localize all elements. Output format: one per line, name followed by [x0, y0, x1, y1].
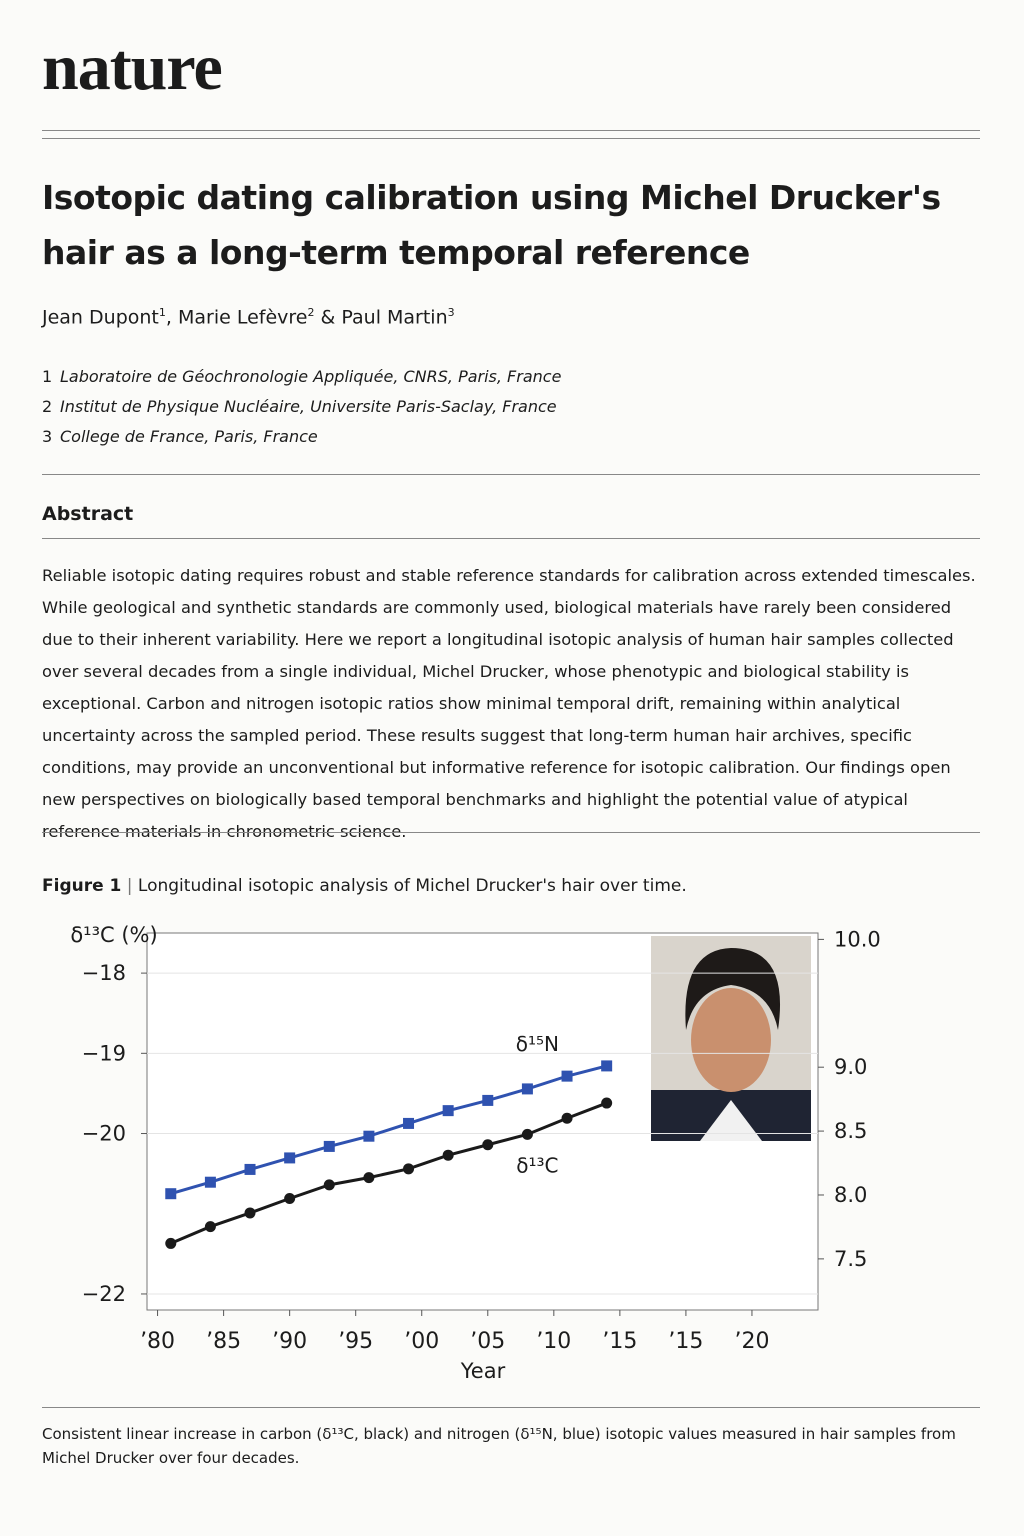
author: Jean Dupont	[42, 306, 159, 329]
marker	[601, 1097, 613, 1109]
author-sup: 3	[447, 306, 455, 319]
journal-name: nature	[42, 31, 223, 104]
series-line	[170, 1064, 608, 1196]
marker	[482, 1094, 494, 1106]
abstract: Reliable isotopic dating requires robust…	[42, 566, 976, 841]
affiliation: 1 Laboratoire de Géochronologie Appliquée…	[42, 362, 561, 392]
x-tick-label: ’15	[602, 1329, 637, 1354]
affil-num: 2	[42, 397, 53, 416]
y-axis-label: δ¹³C (%)	[70, 923, 157, 947]
marker	[165, 1237, 177, 1249]
marker	[403, 1163, 415, 1175]
marker	[204, 1221, 216, 1233]
marker	[403, 1117, 415, 1129]
x-tick-label: ’05	[470, 1329, 505, 1354]
affiliations: 1 Laboratoire de Géochronologie Appliquée…	[42, 362, 561, 452]
marker	[363, 1172, 375, 1184]
rule	[42, 538, 980, 539]
x-tick-label: ’20	[734, 1329, 769, 1354]
affil-num: 3	[42, 427, 53, 446]
author-sup: 1	[158, 306, 166, 319]
marker	[165, 1188, 177, 1200]
x-tick-label: ’00	[404, 1329, 439, 1354]
connector: &	[320, 306, 336, 329]
rule	[42, 1407, 980, 1408]
marker	[284, 1152, 296, 1164]
marker	[244, 1207, 256, 1219]
marker	[323, 1140, 335, 1152]
rule	[42, 832, 980, 833]
y2-tick-label: 10.0	[834, 927, 881, 951]
marker	[244, 1163, 256, 1175]
x-tick-label: ’95	[338, 1329, 373, 1354]
marker	[363, 1130, 375, 1142]
x-tick-label: ’90	[272, 1329, 307, 1354]
series-label: δ¹³C	[516, 1153, 558, 1177]
affiliation: 3 College de France, Paris, France	[42, 422, 561, 452]
marker	[601, 1060, 613, 1072]
marker	[442, 1105, 454, 1117]
series-line	[170, 1101, 608, 1245]
connector: ,	[165, 306, 172, 329]
rule	[42, 474, 980, 475]
marker	[561, 1070, 573, 1082]
marker	[561, 1112, 573, 1124]
y2-tick-label: 9.0	[834, 1055, 867, 1079]
rule	[42, 138, 980, 139]
affil-text: College de France, Paris, France	[60, 427, 318, 446]
y-tick-label: −19	[82, 1041, 126, 1065]
marker	[521, 1083, 533, 1095]
figure-caption: Consistent linear increase in carbon (δ¹…	[42, 1425, 956, 1467]
affiliation: 2 Institut de Physique Nucléaire, Univers…	[42, 392, 561, 422]
article-title: Isotopic dating calibration using Michel…	[42, 178, 941, 272]
figure-title-text: Longitudinal isotopic analysis of Michel…	[137, 876, 687, 896]
marker	[521, 1128, 533, 1140]
author: Marie Lefèvre	[177, 306, 308, 329]
authors: Jean Dupont1, Marie Lefèvre2 & Paul Mart…	[42, 306, 455, 328]
x-tick-label: ’80	[140, 1329, 175, 1354]
marker	[442, 1149, 454, 1161]
author: Paul Martin	[341, 306, 448, 329]
figure-label: Figure 1	[42, 876, 122, 896]
marker	[323, 1179, 335, 1191]
figure-title: Figure 1 | Longitudinal isotopic analysi…	[42, 876, 687, 896]
y2-tick-label: 8.0	[834, 1183, 867, 1207]
y-tick-label: −20	[82, 1122, 126, 1146]
x-tick-label: ’15	[668, 1329, 703, 1354]
x-tick-label: ’85	[206, 1329, 241, 1354]
y2-tick-label: 8.5	[834, 1119, 867, 1143]
series-label: δ¹⁵N	[516, 1032, 559, 1056]
y-tick-label: −22	[82, 1282, 126, 1306]
rule	[42, 130, 980, 131]
affil-num: 1	[42, 367, 53, 386]
y2-tick-label: 7.5	[834, 1247, 867, 1271]
x-axis-label: Year	[460, 1359, 506, 1383]
photo	[651, 936, 811, 1141]
abstract-heading: Abstract	[42, 503, 134, 525]
affil-text: Institut de Physique Nucléaire, Universi…	[60, 397, 557, 416]
author-sup: 2	[307, 306, 315, 319]
x-tick-label: ’10	[536, 1329, 571, 1354]
chart: δ¹³C (%) Year −18 −19 −20 −22 10.0 9.0 8.5 8.0 7…	[70, 923, 881, 1383]
marker	[204, 1176, 216, 1188]
marker	[284, 1193, 296, 1205]
marker	[482, 1139, 494, 1151]
affil-text: Laboratoire de Géochronologie Appliquée,…	[60, 367, 562, 386]
y-tick-label: −18	[82, 961, 126, 985]
